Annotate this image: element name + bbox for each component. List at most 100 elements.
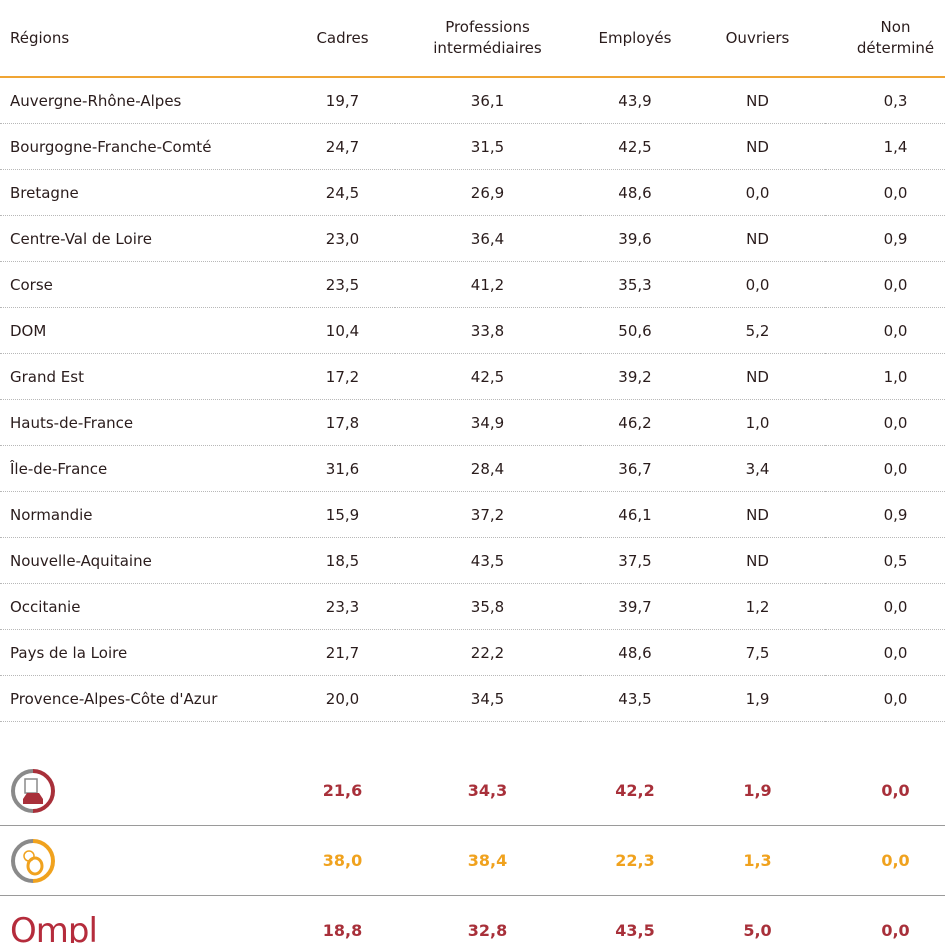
region-name: Centre-Val de Loire [0,215,290,262]
summary-row: 38,0 38,4 22,3 1,3 0,0 [0,825,945,896]
region-name: DOM [0,307,290,354]
column-header: Professions intermédiaires [395,0,580,78]
cell-value: 50,6 [580,307,690,354]
summary-value: 22,3 [580,825,690,896]
column-header: Cadres [290,0,395,78]
cell-value: 48,6 [580,169,690,216]
region-name: Corse [0,261,290,308]
region-name: Bretagne [0,169,290,216]
cell-value: 0,0 [825,629,945,676]
cell-value: 0,0 [825,169,945,216]
cell-value: 0,9 [825,215,945,262]
cell-value: 37,5 [580,537,690,584]
cell-value: ND [690,491,825,538]
cell-value: 26,9 [395,169,580,216]
cell-value: 41,2 [395,261,580,308]
column-header: Ouvriers [690,0,825,78]
cell-value: 17,8 [290,399,395,446]
table-body: Auvergne-Rhône-Alpes 19,7 36,1 43,9 ND 0,3 Bou… [0,77,945,943]
cell-value: ND [690,77,825,124]
region-name: Nouvelle-Aquitaine [0,537,290,584]
cell-value: 43,5 [580,675,690,722]
region-name: Provence-Alpes-Côte d'Azur [0,675,290,722]
region-row: Hauts-de-France 17,8 34,9 46,2 1,0 0,0 [0,399,945,446]
cell-value: 46,1 [580,491,690,538]
region-row: DOM 10,4 33,8 50,6 5,2 0,0 [0,307,945,354]
header-row: Régions Cadres Professions intermédiaires E… [0,0,945,78]
cell-value: 19,7 [290,77,395,124]
cell-value: 36,4 [395,215,580,262]
summary-icon [0,756,290,826]
summary-value: 0,0 [825,825,945,896]
cell-value: 31,6 [290,445,395,492]
region-row: Corse 23,5 41,2 35,3 0,0 0,0 [0,261,945,308]
region-row: Normandie 15,9 37,2 46,1 ND 0,9 [0,491,945,538]
summary-value: 18,8 [322,921,363,940]
cell-value: 24,5 [290,169,395,216]
cell-value: 35,3 [580,261,690,308]
cell-value: 42,5 [395,353,580,400]
cell-value: 36,1 [395,77,580,124]
summary-value: 38,4 [395,825,580,896]
summary-value: 43,5 [615,921,655,940]
region-name: Île-de-France [0,445,290,492]
region-name: Hauts-de-France [0,399,290,446]
region-name: Grand Est [0,353,290,400]
cell-value: 39,7 [580,583,690,630]
cell-value: 7,5 [690,629,825,676]
cell-value: 0,0 [825,675,945,722]
cell-value: 0,3 [825,77,945,124]
cell-value: 34,5 [395,675,580,722]
cell-value: 0,0 [825,583,945,630]
cell-value: 48,6 [580,629,690,676]
cell-value: 1,4 [825,123,945,170]
summary-value: 0,0 [881,921,910,940]
cell-value: 1,0 [825,353,945,400]
icon-automobile [11,768,55,813]
cell-value: 39,6 [580,215,690,262]
cell-value: 22,2 [395,629,580,676]
region-name: Occitanie [0,583,290,630]
summary-value: 21,6 [290,756,395,826]
region-row: Provence-Alpes-Côte d'Azur 20,0 34,5 43,5 1,… [0,675,945,722]
cell-value: 23,0 [290,215,395,262]
spacer-cell [0,722,945,757]
cell-value: ND [690,353,825,400]
region-name: Normandie [0,491,290,538]
cell-value: 5,2 [690,307,825,354]
region-row: Bourgogne-Franche-Comté 24,7 31,5 42,5 ND 1,4 [0,123,945,170]
cell-value: 1,9 [690,675,825,722]
column-header: Employés [580,0,690,78]
cell-value: 0,0 [690,261,825,308]
cell-value: 39,2 [580,353,690,400]
summary-value: 38,0 [290,825,395,896]
cell-value: 10,4 [290,307,395,354]
cell-value: 36,7 [580,445,690,492]
cell-value: ND [690,215,825,262]
cell-value: 1,0 [690,399,825,446]
cell-value: ND [690,537,825,584]
logo: Ompl [10,910,98,943]
cell-value: 37,2 [395,491,580,538]
cell-value: 43,5 [395,537,580,584]
cell-value: 0,0 [825,261,945,308]
column-header: Non déterminé [825,0,945,78]
summary-value: 5,0 [743,921,772,940]
cell-value: 46,2 [580,399,690,446]
cell-value: 33,8 [395,307,580,354]
cell-value: 1,2 [690,583,825,630]
summary-value: 1,3 [690,825,825,896]
region-row: Pays de la Loire 21,7 22,2 48,6 7,5 0,0 [0,629,945,676]
cell-value: 24,7 [290,123,395,170]
cell-value: 43,9 [580,77,690,124]
cell-value: 28,4 [395,445,580,492]
region-name: Pays de la Loire [0,629,290,676]
region-row: Occitanie 23,3 35,8 39,7 1,2 0,0 [0,583,945,630]
region-row: Grand Est 17,2 42,5 39,2 ND 1,0 [0,353,945,400]
column-header: Régions [0,0,290,78]
cell-value: 35,8 [395,583,580,630]
cell-value: 31,5 [395,123,580,170]
cell-value: 15,9 [290,491,395,538]
region-row: Île-de-France 31,6 28,4 36,7 3,4 0,0 [0,445,945,492]
region-row: Nouvelle-Aquitaine 18,5 43,5 37,5 ND 0,5 [0,537,945,584]
